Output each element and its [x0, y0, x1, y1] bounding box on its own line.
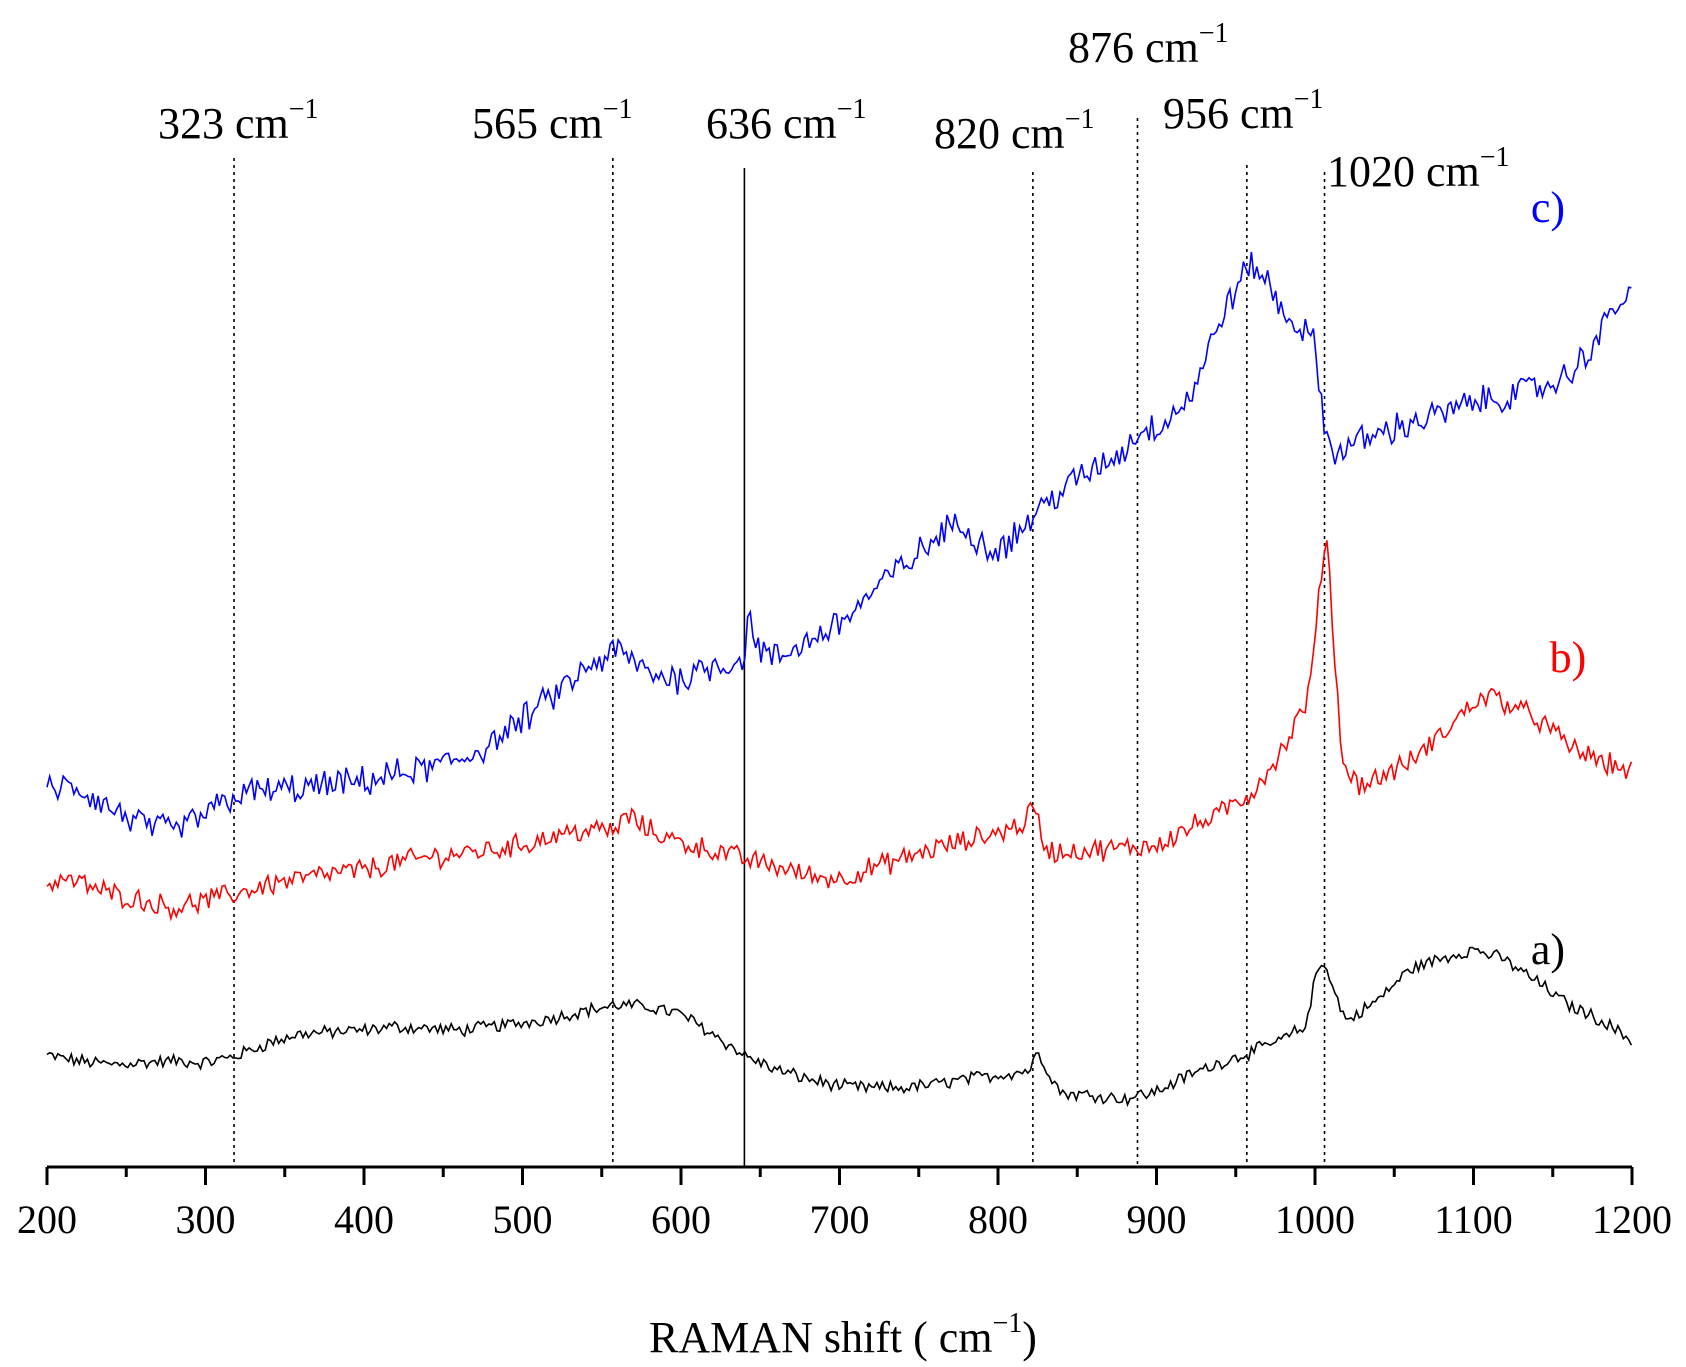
spectra-series	[46, 251, 1633, 1108]
series-b	[46, 540, 1633, 922]
peak-label-4: 876 cm−1	[1068, 18, 1229, 72]
x-tick-label: 500	[493, 1197, 553, 1242]
reference-lines	[233, 118, 1326, 1167]
peak-label-1: 565 cm−1	[472, 94, 633, 148]
x-tick-label: 900	[1127, 1197, 1187, 1242]
x-tick-label: 800	[968, 1197, 1028, 1242]
x-axis: 200 300 400 500 600 700 800 900 1000 1100 1200 RAMA…	[17, 1165, 1672, 1362]
x-tick-label: 200	[17, 1197, 77, 1242]
peak-label-5: 956 cm−1	[1163, 84, 1324, 138]
x-axis-title: RAMAN shift ( cm−1)	[649, 1308, 1037, 1362]
x-tick-label: 600	[651, 1197, 711, 1242]
x-tick-label: 700	[810, 1197, 870, 1242]
series-c	[46, 251, 1632, 838]
peak-label-2: 636 cm−1	[706, 94, 867, 148]
annotations: 323 cm−1 565 cm−1 636 cm−1 820 cm−1 876 cm−1…	[158, 18, 1586, 974]
series-label-c: c)	[1531, 183, 1565, 232]
peak-label-6: 1020 cm−1	[1327, 142, 1510, 196]
series-label-b: b)	[1550, 633, 1587, 682]
series-a	[46, 946, 1633, 1108]
x-tick-label: 1200	[1592, 1197, 1672, 1242]
x-tick-label: 400	[334, 1197, 394, 1242]
x-tick-label: 1100	[1434, 1197, 1513, 1242]
series-label-a: a)	[1531, 925, 1565, 974]
x-tick-label: 300	[176, 1197, 236, 1242]
x-tick-label: 1000	[1275, 1197, 1355, 1242]
peak-label-3: 820 cm−1	[934, 104, 1095, 158]
peak-label-0: 323 cm−1	[158, 94, 319, 148]
